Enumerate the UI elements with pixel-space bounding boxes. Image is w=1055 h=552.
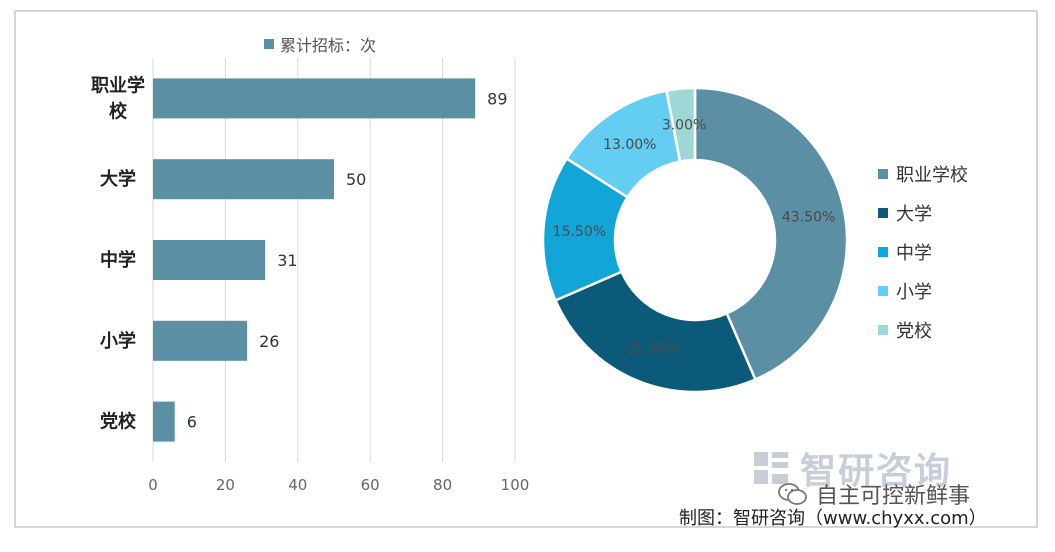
watermark-logo: 智研咨询 — [752, 442, 952, 494]
x-tick-label: 40 — [288, 476, 307, 494]
legend-swatch — [878, 246, 888, 257]
legend-label: 大学 — [896, 203, 932, 225]
legend-swatch — [878, 168, 888, 179]
bar-chart: 0 20 40 60 80 100 89 职业学校 50 大学 31 中学 26 小学 6 党校 — [91, 58, 530, 494]
chart-frame: 0 20 40 60 80 100 89 职业学校 50 大学 31 中学 26 小学 6 党校 43.50%… — [14, 10, 1038, 529]
slice-label: 15.50% — [553, 224, 606, 240]
bar — [153, 240, 266, 280]
donut-legend: 职业学校 大学 中学 小学 党校 — [878, 154, 968, 349]
slice-label: 43.50% — [782, 209, 835, 225]
watermark-channel-text: 自主可控新鲜事 — [816, 484, 971, 509]
donut-slice — [553, 270, 758, 394]
legend-swatch — [878, 207, 888, 218]
legend-label: 中学 — [896, 242, 932, 264]
donut-slice — [665, 86, 697, 163]
donut-chart: 43.50% 25.00% 15.50% 13.00% 3.00% — [541, 86, 849, 394]
data-label: 89 — [487, 89, 507, 108]
donut-legend-item: 职业学校 — [878, 154, 968, 193]
category-label: 中学 — [100, 249, 136, 271]
donut-legend-item: 小学 — [878, 271, 968, 310]
bar-legend-label: 累计招标：次 — [280, 36, 377, 55]
legend-swatch — [878, 285, 888, 296]
legend-label: 职业学校 — [896, 164, 968, 186]
category-label: 大学 — [100, 168, 136, 190]
x-tick-label: 80 — [433, 476, 452, 494]
bar — [153, 78, 476, 119]
donut-slice — [693, 86, 849, 382]
donut-legend-item: 大学 — [878, 193, 968, 232]
x-tick-label: 0 — [148, 476, 158, 494]
zhiyan-logo-icon — [754, 452, 788, 484]
category-label: 小学 — [100, 330, 136, 352]
bar — [153, 320, 248, 361]
category-label: 党校 — [100, 411, 137, 433]
slice-label: 3.00% — [662, 118, 706, 134]
bar-legend-swatch — [264, 39, 274, 49]
legend-label: 小学 — [896, 281, 932, 303]
credit-text: 制图：智研咨询（www.chyxx.com） — [679, 508, 987, 529]
legend-label: 党校 — [896, 320, 932, 342]
slice-label: 13.00% — [603, 137, 656, 153]
bar-legend: 累计招标：次 — [264, 32, 376, 56]
x-tick-label: 100 — [501, 476, 530, 494]
x-tick-label: 60 — [361, 476, 380, 494]
data-label: 6 — [187, 413, 197, 432]
watermark-text: 智研咨询 — [800, 451, 953, 492]
slice-label: 25.00% — [626, 341, 679, 357]
x-tick-label: 20 — [216, 476, 235, 494]
watermark-channel: 自主可控新鲜事 — [778, 478, 970, 510]
data-label: 26 — [259, 332, 279, 351]
bar — [153, 159, 334, 200]
data-label: 31 — [277, 251, 297, 270]
category-label: 职业学校 — [91, 74, 145, 122]
data-label: 50 — [346, 170, 366, 189]
legend-swatch — [878, 324, 888, 335]
donut-legend-item: 党校 — [878, 310, 968, 349]
donut-legend-item: 中学 — [878, 232, 968, 271]
wechat-icon — [778, 483, 807, 505]
bar — [153, 401, 175, 442]
